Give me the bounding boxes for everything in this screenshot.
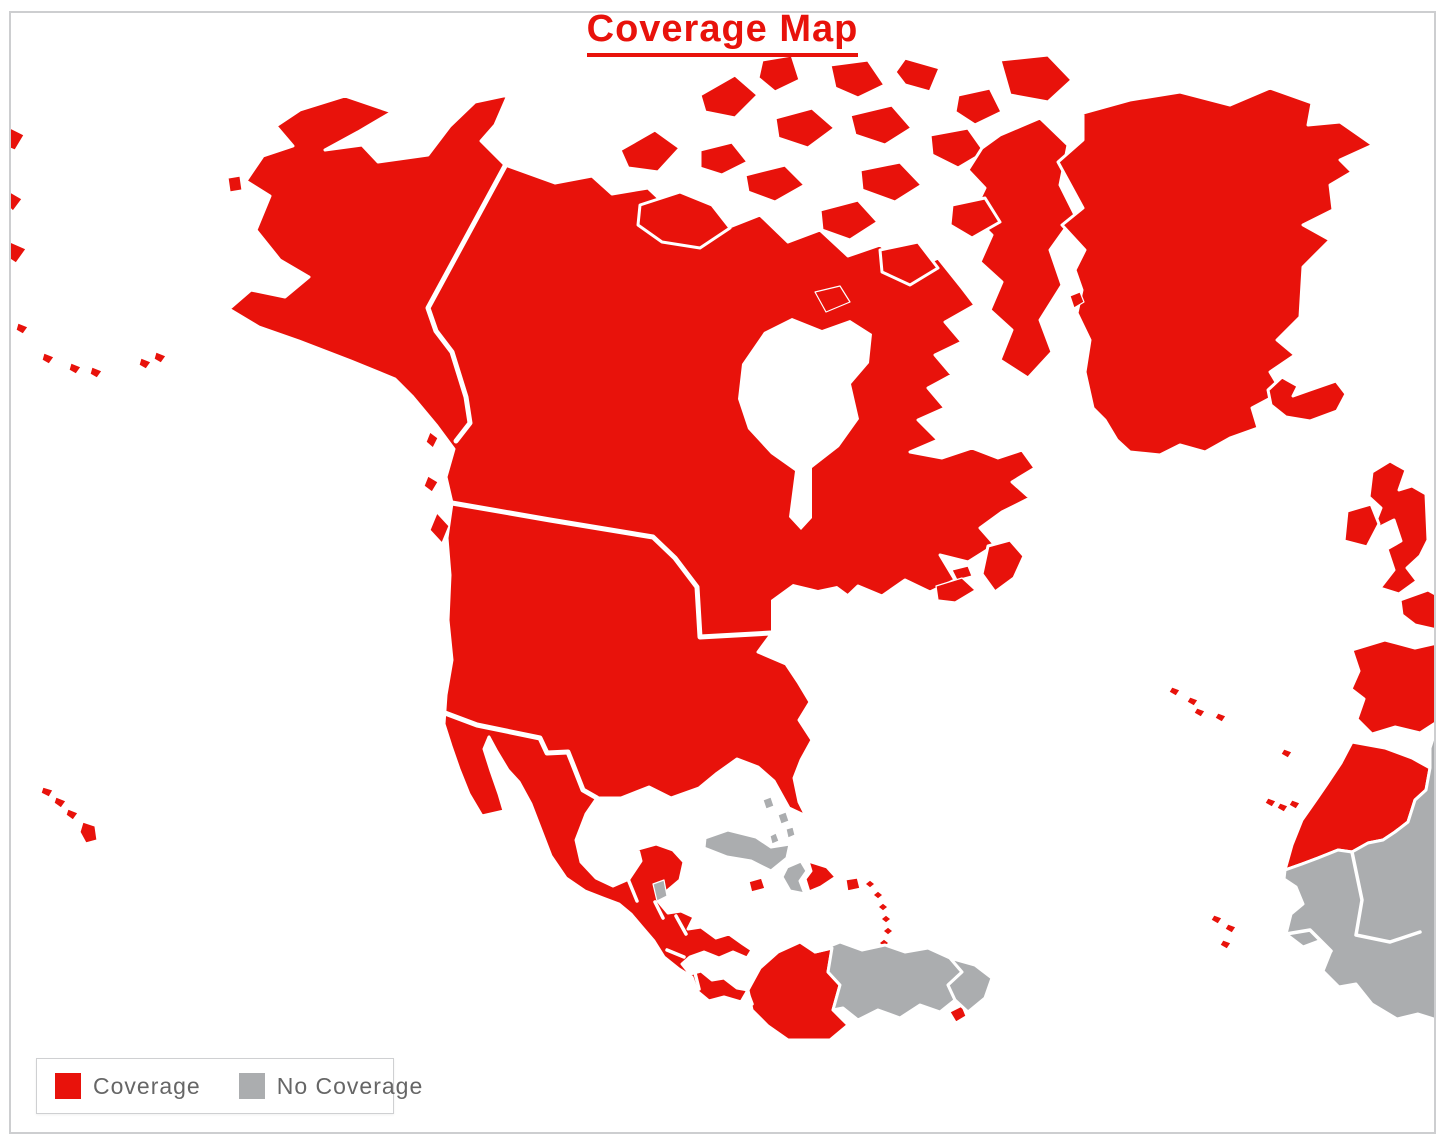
legend-item-no-coverage: No Coverage	[238, 1072, 424, 1100]
region-chukotka-fragments	[9, 127, 27, 264]
mexico-guatemala-border	[626, 877, 639, 903]
honduras-nicaragua-border	[674, 914, 688, 936]
page-title: Coverage Map	[0, 8, 1445, 57]
africa-internal-border-2	[1284, 928, 1333, 953]
panama-colombia-border	[744, 986, 754, 1006]
region-arctic-archipelago	[618, 53, 1077, 380]
region-guyana-suriname	[946, 956, 994, 1014]
coverage-label: Coverage	[93, 1072, 201, 1099]
great-lakes-water	[771, 584, 852, 639]
region-vancouver-island	[423, 431, 450, 544]
region-dominican-republic	[803, 859, 838, 894]
region-azores	[1168, 686, 1227, 723]
region-trinidad	[949, 1005, 967, 1023]
region-west-africa	[1282, 724, 1439, 1022]
region-mainland-north-america	[227, 93, 1037, 1004]
region-newfoundland	[980, 538, 1026, 594]
region-bahamas	[762, 796, 796, 845]
alaska-canada-border	[425, 163, 508, 444]
region-venezuela	[813, 940, 964, 1022]
guatemala-honduras-border	[653, 900, 665, 920]
page-title-text: Coverage Map	[586, 8, 859, 57]
africa-internal-border-1	[1350, 850, 1422, 944]
region-cape-verde	[1210, 914, 1237, 950]
region-canary-islands	[1264, 797, 1301, 813]
region-iceland	[1266, 375, 1348, 423]
legend-item-coverage: Coverage	[55, 1073, 201, 1100]
region-haiti	[780, 859, 809, 896]
country-border-lines	[425, 163, 1422, 1006]
coverage-swatch	[55, 1073, 81, 1099]
region-puerto-rico	[843, 875, 863, 894]
region-france	[1398, 588, 1439, 632]
no-coverage-label: No Coverage	[276, 1072, 424, 1099]
usa-mexico-border	[442, 710, 600, 801]
no-coverage-swatch	[238, 1073, 265, 1099]
costarica-panama-border	[693, 971, 701, 991]
legend: Coverage No Coverage	[36, 1058, 422, 1114]
region-ireland	[1342, 502, 1381, 549]
region-belize	[652, 879, 668, 902]
region-hawaii	[40, 786, 98, 844]
region-iberian-peninsula	[1349, 638, 1439, 736]
region-cuba	[702, 828, 792, 873]
nicaragua-costarica-border	[665, 948, 686, 959]
hudson-bay-water	[738, 318, 872, 530]
region-jamaica	[746, 875, 768, 895]
region-gulf-islands	[935, 565, 976, 603]
region-greenland	[1056, 86, 1375, 457]
region-alaska-islands	[15, 175, 243, 379]
region-madeira	[1280, 748, 1293, 759]
usa-canada-border	[449, 500, 774, 640]
